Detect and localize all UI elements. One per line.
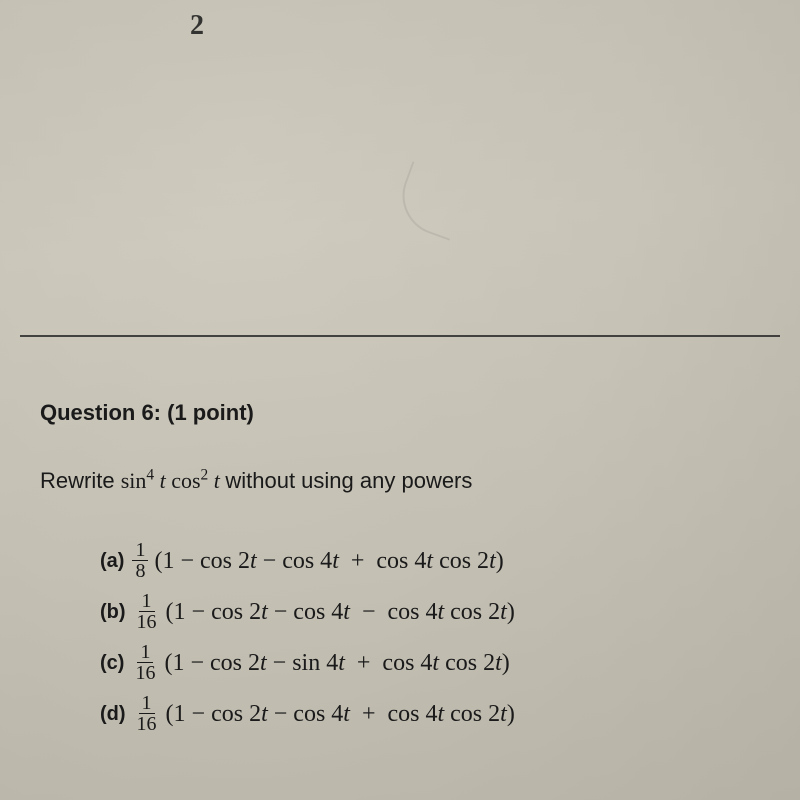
option-c: (c) 1 16 (1 − cos 2t − sin 4t + cos 4t c… (100, 642, 515, 683)
option-d: (d) 1 16 (1 − cos 2t − cos 4t + cos 4t c… (100, 693, 515, 734)
divider-line (20, 335, 780, 337)
option-b: (b) 1 16 (1 − cos 2t − cos 4t − cos 4t c… (100, 591, 515, 632)
option-d-fraction: 1 16 (134, 693, 160, 734)
option-a-den: 8 (132, 561, 148, 581)
option-b-num: 1 (139, 591, 155, 612)
sin-power: 4 (146, 467, 154, 484)
option-a: (a) 1 8 (1 − cos 2t − cos 4t + cos 4t co… (100, 540, 515, 581)
prompt-prefix: Rewrite (40, 468, 121, 493)
option-d-label: (d) (100, 704, 126, 724)
option-d-num: 1 (139, 693, 155, 714)
cos-text: cos (171, 468, 200, 493)
option-a-fraction: 1 8 (132, 540, 148, 581)
fragment-subscript: 2 (190, 10, 204, 42)
option-b-fraction: 1 16 (134, 591, 160, 632)
var-t2: t (208, 468, 225, 493)
option-c-label: (c) (100, 653, 124, 673)
option-d-expr: (1 − cos 2t − cos 4t + cos 4t cos 2t) (166, 702, 515, 726)
option-a-expr: (1 − cos 2t − cos 4t + cos 4t cos 2t) (154, 549, 503, 573)
option-d-den: 16 (134, 714, 160, 734)
option-c-num: 1 (137, 642, 153, 663)
option-a-label: (a) (100, 551, 124, 571)
option-b-expr: (1 − cos 2t − cos 4t − cos 4t cos 2t) (166, 600, 515, 624)
question-header: Question 6: (1 point) (40, 400, 254, 426)
option-a-num: 1 (132, 540, 148, 561)
option-c-expr: (1 − cos 2t − sin 4t + cos 4t cos 2t) (164, 651, 509, 675)
question-prompt: Rewrite sin4 t cos2 t without using any … (40, 468, 472, 494)
option-c-den: 16 (132, 663, 158, 683)
prompt-math: sin4 t cos2 t (121, 468, 226, 493)
option-b-den: 16 (134, 612, 160, 632)
prompt-suffix: without using any powers (225, 468, 472, 493)
option-c-fraction: 1 16 (132, 642, 158, 683)
sin-text: sin (121, 468, 147, 493)
var-t1: t (154, 468, 171, 493)
option-b-label: (b) (100, 602, 126, 622)
options-list: (a) 1 8 (1 − cos 2t − cos 4t + cos 4t co… (100, 540, 515, 744)
